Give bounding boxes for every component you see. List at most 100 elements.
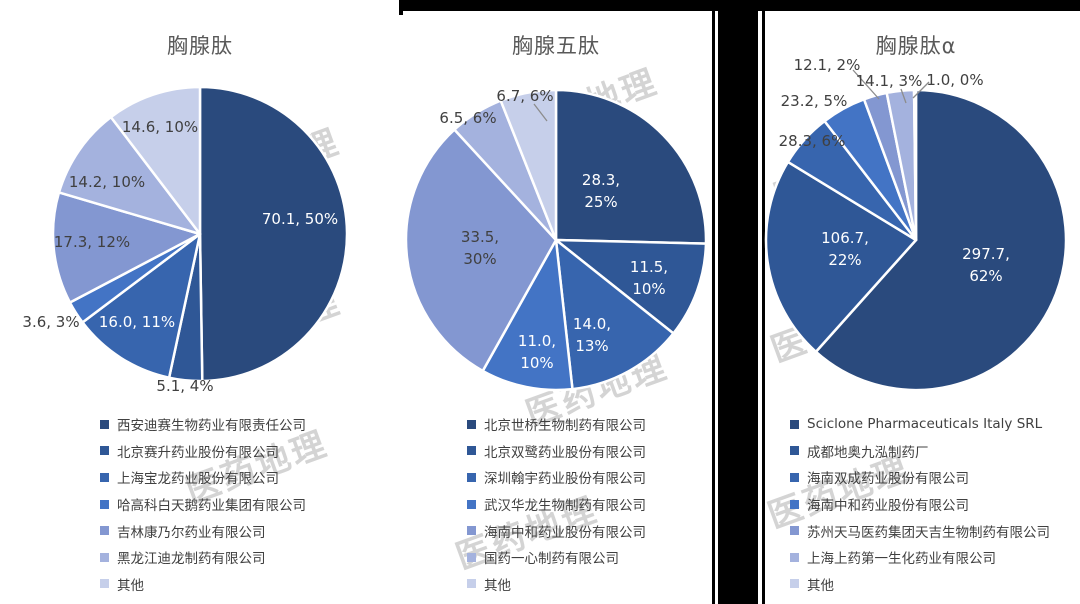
legend-item: 北京双鹭药业股份有限公司	[467, 438, 646, 465]
legend-label: 哈高科白天鹅药业集团有限公司	[117, 498, 306, 515]
pie-slice	[51, 191, 202, 304]
data-label: 14.6, 10%	[122, 118, 198, 136]
data-label: 28.3, 25%	[582, 171, 620, 211]
legend-item: 海南中和药业股份有限公司	[467, 517, 646, 544]
pie-slice	[554, 238, 708, 335]
legend-label: 海南中和药业股份有限公司	[484, 524, 646, 541]
pie-slice	[481, 238, 574, 392]
legend-swatch	[790, 579, 799, 589]
leader-line	[900, 88, 907, 104]
legend-item: 黑龙江迪龙制药有限公司	[100, 544, 306, 571]
legend-item: Sciclone Pharmaceuticals Italy SRL	[790, 411, 1050, 438]
legend-swatch	[467, 526, 476, 536]
legend-swatch	[790, 472, 799, 482]
legend-swatch	[100, 552, 109, 562]
legend-label: 北京双鹭药业股份有限公司	[484, 444, 646, 461]
column-divider-bar	[718, 0, 758, 604]
legend-swatch	[467, 579, 476, 589]
legend-label: 深圳翰宇药业股份有限公司	[484, 471, 646, 488]
data-label: 33.5, 30%	[461, 228, 499, 268]
legend-item: 武汉华龙生物制药有限公司	[467, 491, 646, 518]
legend-item: 海南双成药业股份有限公司	[790, 464, 1050, 491]
data-label: 28.3, 6%	[779, 132, 846, 150]
legend-swatch	[100, 579, 109, 589]
data-label: 5.1, 4%	[156, 377, 213, 395]
legend-swatch	[790, 446, 799, 456]
legend-label: 苏州天马医药集团天吉生物制药有限公司	[807, 524, 1050, 541]
legend: 北京世桥生物制药有限公司 北京双鹭药业股份有限公司 深圳翰宇药业股份有限公司 武汉华龙…	[467, 411, 646, 597]
legend-swatch	[467, 446, 476, 456]
legend-item: 哈高科白天鹅药业集团有限公司	[100, 491, 306, 518]
legend-item: 北京赛升药业股份有限公司	[100, 438, 306, 465]
leader-line	[852, 69, 880, 100]
data-label: 1.0, 0%	[926, 71, 983, 89]
column-divider-left-line	[712, 0, 715, 604]
legend-item: 西安迪赛生物药业有限责任公司	[100, 411, 306, 438]
legend-swatch	[790, 552, 799, 562]
legend-swatch	[100, 472, 109, 482]
pie-1: 28.3, 25% 11.5, 10% 14.0, 13% 11.0, 10% 33.5, 30%…	[404, 87, 708, 392]
data-label: 297.7, 62%	[962, 245, 1010, 285]
legend-swatch	[100, 446, 109, 456]
pie-0: 70.1, 50% 5.1, 4% 16.0, 11% 3.6, 3% 17.3, 12…	[22, 85, 349, 395]
legend: 西安迪赛生物药业有限责任公司 北京赛升药业股份有限公司上海宝龙药业股份有限公司哈高…	[100, 411, 306, 597]
data-label: 16.0, 11%	[99, 313, 175, 331]
pie-slice	[198, 85, 349, 383]
pie-slice	[912, 88, 918, 242]
legend-item: 苏州天马医药集团天吉生物制药有限公司	[790, 517, 1050, 544]
pie-slice	[554, 238, 675, 391]
legend-swatch	[790, 419, 799, 429]
legend-item: 国药一心制药有限公司	[467, 544, 646, 571]
page-border-corner	[399, 0, 403, 15]
chart-title: 胸腺肽	[167, 34, 233, 58]
data-label: 11.5, 10%	[630, 258, 668, 298]
legend: Sciclone Pharmaceuticals Italy SRL 成都地奥九泓…	[790, 411, 1050, 597]
legend-item: 吉林康乃尔药业有限公司	[100, 517, 306, 544]
legend-label: 国药一心制药有限公司	[484, 551, 619, 568]
pie-2: 297.7, 62% 106.7, 22% 28.3, 6% 23.2, 5% 12.1, …	[764, 56, 1068, 392]
legend-swatch	[100, 526, 109, 536]
chart-title: 胸腺五肽	[512, 34, 600, 58]
legend-label: 北京世桥生物制药有限公司	[484, 418, 646, 435]
pie-slice	[81, 232, 202, 379]
legend-swatch	[100, 499, 109, 509]
pie-slice	[814, 88, 1068, 392]
legend-swatch	[467, 472, 476, 482]
legend-label: 上海上药第一生化药业有限公司	[807, 551, 996, 568]
legend-swatch	[467, 552, 476, 562]
pie-slice	[57, 115, 202, 236]
legend-label: 其他	[807, 577, 834, 594]
data-label: 14.1, 3%	[856, 72, 923, 90]
legend-label: Sciclone Pharmaceuticals Italy SRL	[807, 416, 1043, 433]
legend-label: 海南双成药业股份有限公司	[807, 471, 969, 488]
data-label: 23.2, 5%	[781, 92, 848, 110]
pie-slice	[404, 128, 558, 373]
legend-item: 海南中和药业股份有限公司	[790, 491, 1050, 518]
legend-swatch	[790, 526, 799, 536]
legend-label: 海南中和药业股份有限公司	[807, 498, 969, 515]
pie-slice	[109, 85, 202, 236]
data-label: 12.1, 2%	[794, 56, 861, 74]
data-label: 3.6, 3%	[22, 313, 79, 331]
legend-swatch	[467, 499, 476, 509]
data-label: 6.7, 6%	[496, 87, 553, 105]
legend-item: 成都地奥九泓制药厂	[790, 438, 1050, 465]
leader-line	[912, 81, 930, 99]
data-label: 11.0, 10%	[518, 332, 556, 372]
legend-item: 上海上药第一生化药业有限公司	[790, 544, 1050, 571]
legend-label: 吉林康乃尔药业有限公司	[117, 524, 266, 541]
legend-label: 武汉华龙生物制药有限公司	[484, 498, 646, 515]
data-label: 106.7, 22%	[821, 229, 869, 269]
legend-label: 其他	[117, 577, 144, 594]
legend-item: 深圳翰宇药业股份有限公司	[467, 464, 646, 491]
legend-label: 成都地奥九泓制药厂	[807, 444, 929, 461]
leader-line	[533, 103, 548, 122]
pie-slice	[554, 88, 708, 245]
column-divider-right-line	[762, 0, 765, 604]
legend-label: 上海宝龙药业股份有限公司	[117, 471, 279, 488]
data-label: 70.1, 50%	[262, 210, 338, 228]
data-label: 6.5, 6%	[439, 109, 496, 127]
legend-label: 其他	[484, 577, 511, 594]
